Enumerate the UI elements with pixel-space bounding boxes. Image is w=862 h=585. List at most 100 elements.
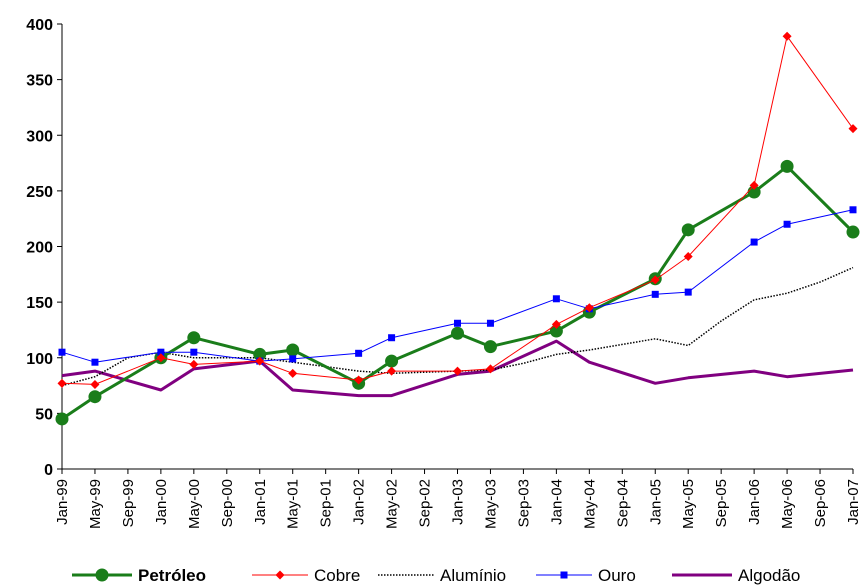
data-point — [190, 348, 198, 356]
x-tick-label: Jan-03 — [450, 479, 467, 525]
x-tick-label: Sep-99 — [120, 479, 137, 527]
x-tick-label: Jan-99 — [54, 479, 71, 525]
data-point — [388, 334, 396, 342]
y-tick-label: 50 — [35, 406, 53, 423]
series-ouro — [58, 206, 857, 366]
x-tick-label: Jan-00 — [153, 479, 170, 525]
x-tick-label: May-03 — [482, 479, 499, 529]
x-tick-label: May-01 — [285, 479, 302, 529]
data-point — [848, 124, 858, 134]
y-tick-label: 250 — [26, 184, 53, 201]
x-tick-label: May-02 — [384, 479, 401, 529]
series-petróleo — [55, 159, 860, 426]
x-tick-label: Sep-00 — [219, 479, 236, 527]
x-tick-label: May-04 — [581, 479, 598, 529]
data-point — [354, 375, 364, 385]
data-point — [286, 343, 300, 357]
x-tick-label: Jan-01 — [252, 479, 269, 525]
x-tick-label: May-99 — [87, 479, 104, 529]
series-line — [61, 164, 855, 421]
data-point — [551, 319, 561, 329]
legend-item-alumínio: Alumínio — [378, 566, 506, 585]
legend-label: Petróleo — [138, 566, 206, 585]
data-point — [560, 571, 568, 579]
data-point — [846, 225, 860, 239]
y-tick-label: 200 — [26, 240, 53, 257]
data-point — [650, 275, 660, 285]
x-tick-label: Sep-04 — [614, 479, 631, 527]
x-tick-label: Jan-06 — [746, 479, 763, 525]
series-layer — [55, 31, 860, 426]
data-point — [552, 295, 560, 303]
legend-label: Alumínio — [440, 566, 506, 585]
series-alumínio — [61, 266, 854, 387]
data-point — [387, 366, 397, 376]
data-point — [355, 349, 363, 357]
data-point — [749, 180, 759, 190]
data-point — [95, 568, 109, 582]
data-point — [187, 331, 201, 345]
data-point — [88, 390, 102, 404]
legend-item-ouro: Ouro — [536, 566, 636, 585]
series-line — [61, 266, 854, 387]
data-point — [483, 340, 497, 354]
data-point — [157, 348, 165, 356]
data-point — [454, 319, 461, 327]
x-tick-label: Jan-04 — [548, 479, 565, 525]
legend-label: Ouro — [598, 566, 636, 585]
data-point — [485, 364, 495, 374]
series-cobre — [57, 31, 858, 389]
data-point — [681, 223, 695, 237]
data-point — [289, 355, 297, 363]
y-tick-label: 350 — [26, 73, 53, 90]
y-tick-label: 100 — [26, 351, 53, 368]
data-point — [782, 31, 792, 41]
y-tick-label: 0 — [44, 462, 53, 479]
x-tick-label: May-06 — [779, 479, 796, 529]
data-point — [849, 206, 857, 214]
data-point — [486, 319, 494, 327]
data-point — [684, 288, 692, 296]
data-point — [90, 379, 100, 389]
data-point — [55, 412, 69, 426]
data-point — [780, 159, 794, 173]
x-axis: Jan-99 May-99 Sep-99 Jan-00 May-00 Sep-00 Jan-… — [54, 468, 862, 529]
legend: Petróleo Cobre Alumínio Ouro Algodão — [72, 566, 800, 585]
x-tick-label: Sep-06 — [812, 479, 829, 527]
data-point — [584, 303, 594, 313]
y-tick-label: 300 — [26, 128, 53, 145]
x-tick-label: Sep-01 — [318, 479, 335, 527]
data-point — [750, 238, 758, 246]
legend-label: Algodão — [738, 566, 800, 585]
data-point — [783, 220, 791, 228]
y-tick-label: 400 — [26, 17, 53, 34]
y-tick-label: 150 — [26, 295, 53, 312]
legend-item-cobre: Cobre — [252, 566, 360, 585]
data-point — [189, 359, 199, 369]
data-point — [385, 354, 399, 368]
legend-label: Cobre — [314, 566, 360, 585]
legend-item-algodão: Algodão — [672, 566, 800, 585]
x-tick-label: Jan-05 — [647, 479, 664, 525]
data-point — [156, 353, 166, 363]
x-tick-label: Sep-05 — [713, 479, 730, 527]
legend-item-petróleo: Petróleo — [72, 566, 206, 585]
data-point — [549, 324, 563, 338]
x-tick-label: Sep-02 — [417, 479, 434, 527]
data-point — [57, 378, 67, 388]
data-point — [683, 252, 693, 262]
data-point — [451, 326, 464, 340]
data-point — [453, 366, 462, 376]
x-tick-label: Jan-07 — [845, 479, 862, 525]
x-tick-label: Sep-03 — [515, 479, 532, 527]
data-point — [651, 290, 659, 298]
data-point — [91, 358, 99, 366]
x-tick-label: May-05 — [680, 479, 697, 529]
data-point — [58, 348, 66, 356]
data-point — [275, 570, 285, 580]
x-tick-label: May-00 — [186, 479, 203, 529]
y-axis: 0 50 100 150 200 250 300 350 400 — [26, 17, 63, 479]
data-point — [255, 356, 265, 366]
x-tick-label: Jan-02 — [351, 479, 368, 525]
